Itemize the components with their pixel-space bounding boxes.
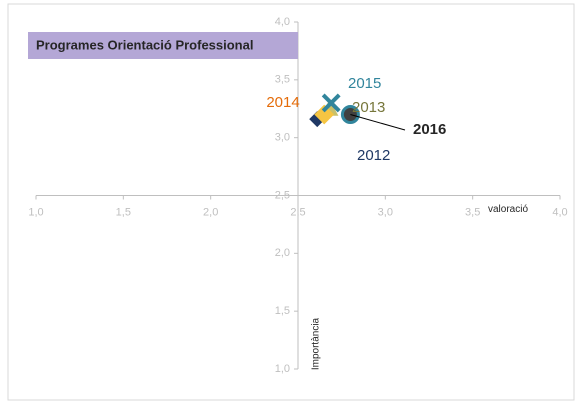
- y-tick-label: 3,5: [275, 74, 290, 86]
- y-tick-label: 3,0: [275, 132, 290, 144]
- chart-title: Programes Orientació Professional: [36, 37, 253, 52]
- x-tick-label: 1,0: [28, 206, 43, 218]
- data-label: 2016: [413, 121, 446, 138]
- x-tick-label: 2,0: [203, 206, 218, 218]
- x-tick-label: 3,0: [378, 206, 393, 218]
- data-label: 2013: [352, 99, 385, 116]
- x-tick-label: 1,5: [116, 206, 131, 218]
- x-tick-label: 2,5: [290, 206, 305, 218]
- x-axis-label: valoració: [488, 204, 528, 215]
- marker: [321, 93, 341, 113]
- y-tick-label: 2,0: [275, 247, 290, 259]
- data-label: 2012: [357, 147, 390, 164]
- leader-line: [350, 114, 406, 131]
- title-box: [28, 32, 298, 59]
- y-tick-label: 1,5: [275, 305, 290, 317]
- y-tick-label: 4,0: [275, 16, 290, 28]
- plot: 1,0 1,5 2,0 2,5 3,0 3,5 4,0 1,0 1,5 2,0 2,5 3,0 3,5 4…: [28, 16, 567, 375]
- chart-frame: [7, 3, 575, 401]
- x-tick-label: 4,0: [552, 206, 567, 218]
- y-tick-label: 2,5: [275, 189, 290, 201]
- data-label: 2015: [348, 75, 381, 92]
- data-label: 2014: [266, 94, 299, 111]
- marker: [314, 104, 335, 125]
- y-axis-label: Importància: [311, 317, 322, 370]
- x-tick-label: 3,5: [465, 206, 480, 218]
- y-tick-label: 1,0: [275, 363, 290, 375]
